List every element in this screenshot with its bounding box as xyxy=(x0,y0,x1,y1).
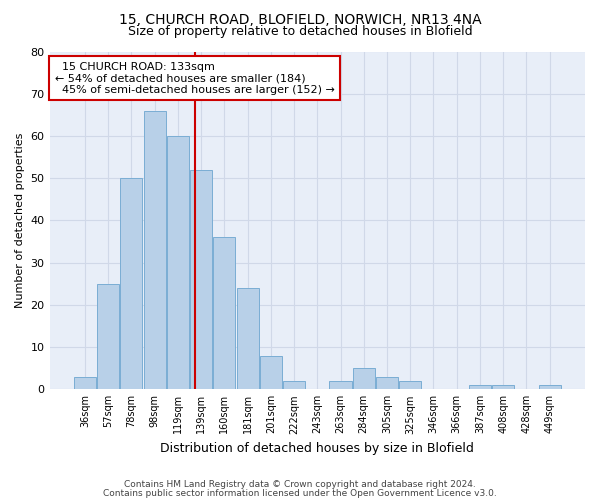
Bar xyxy=(74,376,96,390)
Bar xyxy=(539,385,560,390)
Bar xyxy=(260,356,282,390)
Bar xyxy=(143,110,166,390)
Bar xyxy=(167,136,189,390)
Y-axis label: Number of detached properties: Number of detached properties xyxy=(15,132,25,308)
Bar xyxy=(469,385,491,390)
Bar xyxy=(236,288,259,390)
Bar xyxy=(492,385,514,390)
Bar xyxy=(376,376,398,390)
Bar xyxy=(353,368,375,390)
Text: Contains HM Land Registry data © Crown copyright and database right 2024.: Contains HM Land Registry data © Crown c… xyxy=(124,480,476,489)
Text: Contains public sector information licensed under the Open Government Licence v3: Contains public sector information licen… xyxy=(103,488,497,498)
Bar xyxy=(97,284,119,390)
Bar xyxy=(399,381,421,390)
Bar xyxy=(329,381,352,390)
Text: Size of property relative to detached houses in Blofield: Size of property relative to detached ho… xyxy=(128,25,472,38)
Text: 15, CHURCH ROAD, BLOFIELD, NORWICH, NR13 4NA: 15, CHURCH ROAD, BLOFIELD, NORWICH, NR13… xyxy=(119,12,481,26)
Bar xyxy=(283,381,305,390)
Bar xyxy=(213,238,235,390)
Bar xyxy=(190,170,212,390)
X-axis label: Distribution of detached houses by size in Blofield: Distribution of detached houses by size … xyxy=(160,442,474,455)
Text: 15 CHURCH ROAD: 133sqm
← 54% of detached houses are smaller (184)
  45% of semi-: 15 CHURCH ROAD: 133sqm ← 54% of detached… xyxy=(55,62,335,95)
Bar xyxy=(121,178,142,390)
